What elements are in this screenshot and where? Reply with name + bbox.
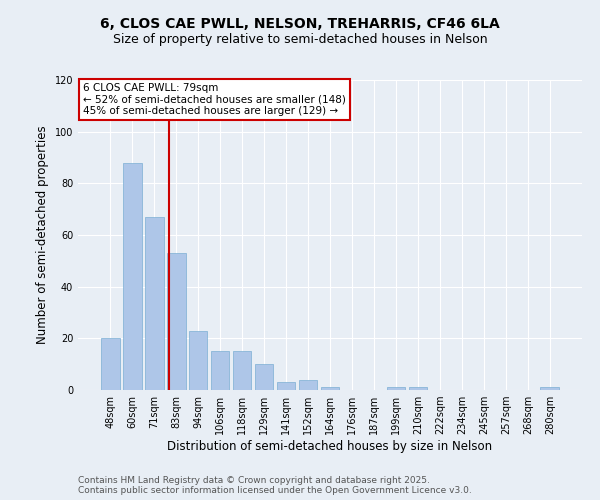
Text: 6 CLOS CAE PWLL: 79sqm
← 52% of semi-detached houses are smaller (148)
45% of se: 6 CLOS CAE PWLL: 79sqm ← 52% of semi-det… — [83, 83, 346, 116]
Bar — [211, 351, 229, 390]
Bar — [101, 338, 119, 390]
Bar — [320, 388, 340, 390]
Y-axis label: Number of semi-detached properties: Number of semi-detached properties — [36, 126, 49, 344]
Bar — [299, 380, 317, 390]
Bar — [123, 162, 142, 390]
Bar — [167, 253, 185, 390]
Text: Contains HM Land Registry data © Crown copyright and database right 2025.
Contai: Contains HM Land Registry data © Crown c… — [78, 476, 472, 495]
Bar — [386, 388, 405, 390]
Bar — [409, 388, 427, 390]
Bar — [145, 217, 164, 390]
Text: 6, CLOS CAE PWLL, NELSON, TREHARRIS, CF46 6LA: 6, CLOS CAE PWLL, NELSON, TREHARRIS, CF4… — [100, 18, 500, 32]
Text: Size of property relative to semi-detached houses in Nelson: Size of property relative to semi-detach… — [113, 32, 487, 46]
Bar — [541, 388, 559, 390]
Bar — [277, 382, 295, 390]
Bar — [189, 330, 208, 390]
Bar — [233, 351, 251, 390]
X-axis label: Distribution of semi-detached houses by size in Nelson: Distribution of semi-detached houses by … — [167, 440, 493, 453]
Bar — [255, 364, 274, 390]
